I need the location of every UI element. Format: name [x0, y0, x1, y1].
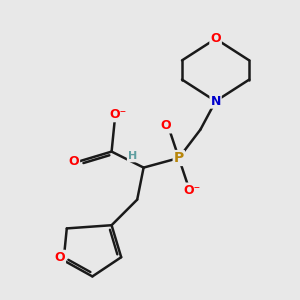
Text: H: H: [128, 152, 137, 161]
Text: O: O: [68, 155, 79, 168]
Text: P: P: [174, 151, 184, 165]
Text: O⁻: O⁻: [110, 108, 127, 121]
Text: O: O: [161, 119, 171, 133]
Text: O: O: [210, 32, 221, 45]
Text: N: N: [210, 95, 221, 108]
Text: O⁻: O⁻: [183, 184, 200, 196]
Text: O: O: [54, 251, 65, 264]
